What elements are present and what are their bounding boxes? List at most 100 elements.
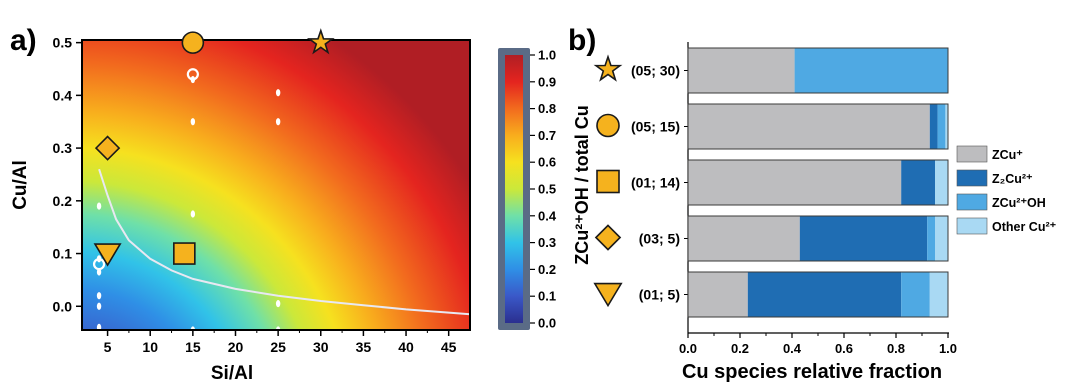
square-marker xyxy=(596,169,620,194)
markers-a xyxy=(93,28,335,267)
bar-segment xyxy=(929,272,948,317)
colorbar-tick-label: 0.7 xyxy=(538,128,556,143)
bar-segment xyxy=(747,272,902,317)
bar-segment xyxy=(927,216,935,261)
bar-segment xyxy=(688,216,800,261)
panel-b-label: b) xyxy=(568,24,596,57)
sample-point xyxy=(275,118,281,126)
bar-segment xyxy=(935,216,948,261)
bar-segment xyxy=(688,104,930,149)
bar-segment xyxy=(901,160,935,205)
legend-label: ZCu⁺ xyxy=(992,148,1023,162)
colorbar-tick-label: 0.5 xyxy=(538,182,556,197)
y-tick-label-a: 0.2 xyxy=(53,193,73,209)
heatmap-surface xyxy=(82,40,470,330)
bar-outline xyxy=(687,271,949,318)
legend-swatch xyxy=(956,217,988,235)
sample-point xyxy=(96,202,102,210)
colorbar-tick-label: 0.8 xyxy=(538,101,556,116)
sample-point xyxy=(190,210,196,218)
sample-point xyxy=(190,118,196,126)
y-axis-label-a: Cu/Al xyxy=(10,160,31,210)
category-label: (01; 14) xyxy=(631,175,680,191)
legend-label: ZCu²⁺OH xyxy=(992,196,1046,210)
legend-swatch xyxy=(956,169,988,187)
sample-point xyxy=(96,292,102,300)
x-tick-label-a: 45 xyxy=(441,339,457,355)
circle-marker xyxy=(596,113,620,138)
bar-segment xyxy=(799,216,928,261)
colorbar-label: ZCu²⁺OH / total Cu xyxy=(572,105,592,264)
bar-segment xyxy=(794,48,948,93)
bar-segment xyxy=(929,104,938,149)
legend-label: Z₂Cu²⁺ xyxy=(992,172,1033,186)
x-tick-label-a: 5 xyxy=(104,339,112,355)
bar-segment xyxy=(901,272,930,317)
legend-swatch xyxy=(956,193,988,211)
diamond-marker xyxy=(594,224,622,251)
colorbar xyxy=(505,55,523,323)
bar-outline xyxy=(687,159,949,206)
x-tick-label-b: 1.0 xyxy=(939,341,957,356)
x-tick-label-b: 0.8 xyxy=(887,341,905,356)
x-tick-label-b: 0.2 xyxy=(731,341,749,356)
bar-segment xyxy=(945,104,948,149)
y-tick-label-a: 0.0 xyxy=(53,298,73,314)
legend-label: Other Cu²⁺ xyxy=(992,220,1057,234)
x-tick-label-a: 25 xyxy=(270,339,286,355)
bar-outline xyxy=(687,103,949,150)
bar-segment xyxy=(935,160,948,205)
colorbar-tick-label: 0.6 xyxy=(538,155,556,170)
colorbar-tick-label: 1.0 xyxy=(538,48,556,63)
category-label: (05; 15) xyxy=(631,119,680,135)
sample-points xyxy=(92,68,281,330)
stacked-bars xyxy=(687,47,949,318)
colorbar-ticks: 0.0 0.1 0.2 0.3 0.4 0.5 0.6 0.7 0.8 0.9 1.0 xyxy=(530,48,557,331)
x-tick-label-b: 0.0 xyxy=(679,341,697,356)
y-tick-label-a: 0.4 xyxy=(53,87,73,103)
x-tick-label-a: 35 xyxy=(356,339,372,355)
x-tick-label-b: 0.6 xyxy=(835,341,853,356)
open-circle-point xyxy=(92,257,106,271)
category-label: (05; 30) xyxy=(631,63,680,79)
plot-a-frame xyxy=(81,39,471,331)
square-marker xyxy=(173,242,196,265)
colorbar-tick-label: 0.2 xyxy=(538,262,556,277)
bar-segment xyxy=(688,48,795,93)
x-tick-label-a: 30 xyxy=(313,339,329,355)
x-tick-label-a: 10 xyxy=(142,339,158,355)
bar-segment xyxy=(688,272,748,317)
open-circle-point xyxy=(186,68,199,81)
circle-marker xyxy=(181,31,205,54)
bar-segment xyxy=(688,160,902,205)
category-label: (01; 5) xyxy=(639,287,680,303)
diamond-marker xyxy=(94,135,121,161)
x-axis-label-a: Si/Al xyxy=(211,363,253,382)
colorbar-tick-label: 0.9 xyxy=(538,74,556,89)
star-marker xyxy=(306,28,335,55)
x-tick-label-b: 0.4 xyxy=(783,341,802,356)
colorbar-tick-label: 0.1 xyxy=(538,289,556,304)
legend: ZCu⁺ Z₂Cu²⁺ ZCu²⁺OH Other Cu²⁺ xyxy=(956,145,1057,235)
y-tick-label-a: 0.5 xyxy=(53,35,73,51)
x-axis-label-b: Cu species relative fraction xyxy=(682,361,942,382)
sample-point xyxy=(275,300,281,308)
y-tick-label-a: 0.1 xyxy=(53,246,73,262)
triangle-marker xyxy=(93,243,122,267)
legend-swatch xyxy=(956,145,988,163)
x-tick-label-a: 15 xyxy=(185,339,201,355)
x-tick-label-a: 20 xyxy=(228,339,244,355)
sample-point xyxy=(96,302,102,310)
panel-a-label: a) xyxy=(10,24,37,57)
bar-segment xyxy=(937,104,946,149)
category-labels: (05; 30) (05; 15) (01; 14) (03; 5) (01; 5) xyxy=(593,54,680,308)
contour-line xyxy=(98,168,470,316)
colorbar-tick-label: 0.3 xyxy=(538,235,556,250)
colorbar-tick-label: 0.0 xyxy=(538,316,556,331)
y-tick-label-a: 0.3 xyxy=(53,140,73,156)
colorbar-tick-label: 0.4 xyxy=(538,208,557,223)
sample-point xyxy=(96,268,102,276)
sample-point xyxy=(96,323,102,330)
bar-outline xyxy=(687,47,949,94)
